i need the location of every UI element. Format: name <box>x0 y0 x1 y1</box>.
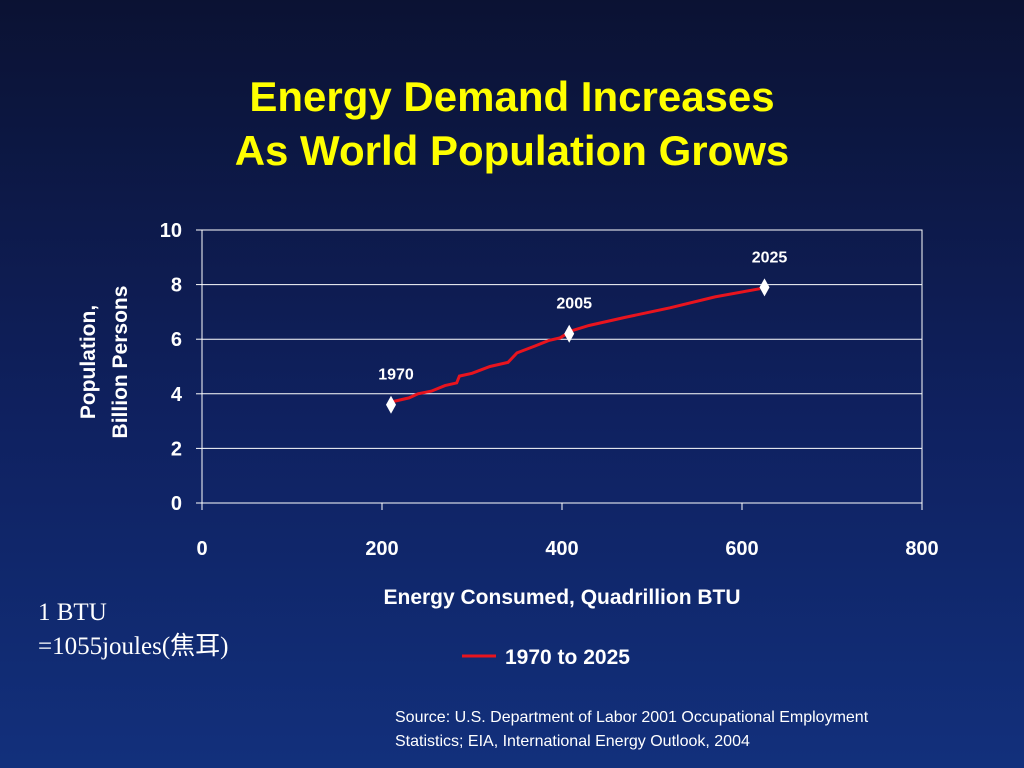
x-axis-label: Energy Consumed, Quadrillion BTU <box>383 586 740 609</box>
data-label-1970: 1970 <box>378 367 414 384</box>
x-tick-label: 0 <box>196 538 207 560</box>
data-markers: 1970 2005 2025 <box>378 249 788 414</box>
series-line <box>390 287 761 404</box>
y-tick-label: 6 <box>171 329 182 351</box>
btu-note-line-2: =1055joules(焦耳) <box>38 633 229 660</box>
y-tick-label: 8 <box>171 275 182 297</box>
population-energy-chart: 0 2 4 6 8 10 0 200 400 600 800 1970 2005 2025 Energ… <box>77 220 938 669</box>
data-label-2005: 2005 <box>556 296 592 313</box>
y-axis-label: Population, Billion Persons <box>77 286 132 439</box>
y-tick-label: 10 <box>160 220 182 242</box>
y-tick-labels: 0 2 4 6 8 10 <box>160 220 183 515</box>
title-line-1: Energy Demand Increases <box>249 73 775 120</box>
source-line-1: Source: U.S. Department of Labor 2001 Oc… <box>395 709 869 726</box>
y-axis-label-line-2: Billion Persons <box>109 286 132 439</box>
y-tick-label: 4 <box>171 384 183 406</box>
x-tick-label: 600 <box>725 538 758 560</box>
x-tick-label: 400 <box>545 538 578 560</box>
y-axis-label-line-1: Population, <box>77 305 100 419</box>
x-tick-marks <box>201 503 923 510</box>
title-line-2: As World Population Grows <box>234 127 790 174</box>
legend: 1970 to 2025 <box>462 646 630 669</box>
data-label-2025: 2025 <box>752 249 788 266</box>
x-tick-label: 200 <box>365 538 398 560</box>
legend-label: 1970 to 2025 <box>505 646 630 669</box>
source-line-2: Statistics; EIA, International Energy Ou… <box>395 733 750 750</box>
btu-note: 1 BTU =1055joules(焦耳) <box>38 596 228 664</box>
x-tick-labels: 0 200 400 600 800 <box>196 538 938 560</box>
plot-area <box>201 229 923 504</box>
x-tick-label: 800 <box>905 538 938 560</box>
data-marker-2005 <box>564 324 575 343</box>
y-tick-label: 0 <box>171 493 182 515</box>
data-marker-1970 <box>386 395 396 414</box>
grid-lines <box>196 229 922 504</box>
slide-title: Energy Demand Increases As World Populat… <box>0 70 1024 178</box>
btu-note-line-1: 1 BTU <box>38 599 107 626</box>
data-marker-2025 <box>759 278 770 297</box>
source-citation: Source: U.S. Department of Labor 2001 Oc… <box>395 706 1015 754</box>
y-tick-label: 2 <box>171 438 182 460</box>
